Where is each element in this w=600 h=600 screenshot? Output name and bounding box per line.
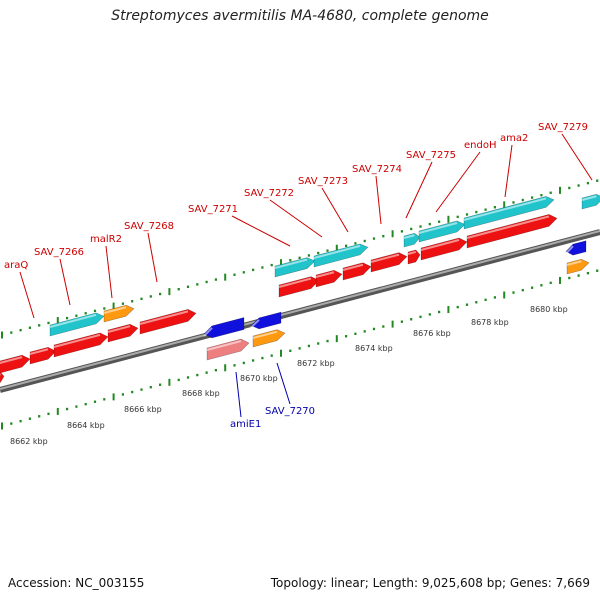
- scale-label: 8680 kbp: [530, 305, 568, 314]
- scale-label: 8678 kbp: [471, 318, 509, 327]
- lower-tick-track: [1, 269, 599, 430]
- gene-label-sav_7272: SAV_7272: [244, 188, 323, 238]
- gene-arrow-red: [342, 262, 372, 281]
- svg-text:SAV_7268: SAV_7268: [124, 221, 174, 232]
- gene-label-sav_7270: SAV_7270: [265, 362, 315, 417]
- svg-text:ama2: ama2: [500, 133, 528, 144]
- gene-arrow-red: [466, 214, 558, 249]
- svg-text:SAV_7270: SAV_7270: [265, 406, 315, 417]
- svg-text:amiE1: amiE1: [230, 419, 261, 430]
- gene-arrow-orange: [252, 329, 286, 348]
- length-value: 9,025,608 bp: [421, 576, 502, 590]
- topology-value: linear: [330, 576, 365, 590]
- gene-arrow-blue: [250, 311, 282, 330]
- gene-label-sav_7279: SAV_7279: [538, 122, 593, 181]
- gene-arrow-orange: [103, 304, 135, 323]
- scale-label: 8664 kbp: [67, 421, 105, 430]
- topology-label: Topology:: [270, 576, 327, 590]
- gene-arrow-cyan: [403, 232, 421, 248]
- gene-arrows: [0, 193, 600, 383]
- gene-arrow-blue: [565, 240, 587, 256]
- genome-title: Streptomyces avermitilis MA-4680, comple…: [111, 8, 489, 24]
- svg-text:SAV_7273: SAV_7273: [298, 176, 348, 187]
- gene-label-sav_7274: SAV_7274: [352, 164, 402, 225]
- lower-gene-labels: amiE1 SAV_7270: [230, 362, 315, 430]
- scale-label: 8674 kbp: [355, 344, 393, 353]
- gene-arrow-cyan: [581, 193, 600, 210]
- gene-arrow-red: [315, 269, 343, 288]
- gene-arrow-red: [0, 371, 5, 383]
- scale-label: 8670 kbp: [240, 374, 278, 383]
- gene-arrow-red: [0, 354, 31, 374]
- accession-label: Accession:: [8, 576, 72, 590]
- gene-arrow-red: [107, 323, 139, 343]
- gene-label-araq: araQ: [4, 260, 35, 319]
- gene-arrow-cyan: [418, 220, 466, 243]
- gene-arrow-cyan: [274, 257, 316, 278]
- svg-text:malR2: malR2: [90, 234, 122, 245]
- scale-label: 8676 kbp: [413, 329, 451, 338]
- svg-text:endoH: endoH: [464, 140, 496, 151]
- scale-label: 8666 kbp: [124, 405, 162, 414]
- gene-arrow-orange: [566, 258, 590, 275]
- accession-value: NC_003155: [75, 576, 145, 590]
- genes-label: Genes:: [509, 576, 552, 590]
- gene-label-endoh: endoH: [435, 140, 496, 213]
- upper-tick-track: [1, 179, 599, 339]
- genome-stats: Topology: linear; Length: 9,025,608 bp; …: [270, 576, 590, 590]
- scale-labels: 8662 kbp 8664 kbp 8666 kbp 8668 kbp 8670 kbp…: [10, 305, 568, 446]
- gene-label-sav_7273: SAV_7273: [298, 176, 349, 233]
- gene-label-sav_7271: SAV_7271: [188, 204, 291, 247]
- scale-label: 8662 kbp: [10, 437, 48, 446]
- gene-arrow-cyan: [49, 312, 105, 337]
- gene-label-sav_7275: SAV_7275: [405, 150, 456, 219]
- gene-label-amie1: amiE1: [230, 371, 261, 430]
- svg-text:SAV_7272: SAV_7272: [244, 188, 294, 199]
- gene-arrow-pink: [206, 338, 250, 361]
- scale-label: 8672 kbp: [297, 359, 335, 368]
- svg-text:SAV_7275: SAV_7275: [406, 150, 456, 161]
- gene-arrow-cyan: [313, 243, 369, 268]
- accession-info: Accession: NC_003155: [8, 576, 144, 590]
- gene-arrow-red: [139, 309, 197, 335]
- scale-label: 8668 kbp: [182, 389, 220, 398]
- gene-arrow-red: [420, 237, 468, 261]
- gene-arrow-red: [29, 346, 57, 365]
- backbone: [0, 229, 600, 393]
- svg-text:araQ: araQ: [4, 260, 28, 271]
- svg-text:SAV_7266: SAV_7266: [34, 247, 84, 258]
- genes-value: 7,669: [555, 576, 590, 590]
- gene-arrow-cyan: [463, 196, 555, 230]
- gene-label-sav_7268: SAV_7268: [124, 221, 174, 283]
- gene-arrow-blue: [203, 317, 245, 339]
- svg-text:SAV_7279: SAV_7279: [538, 122, 588, 133]
- length-label: Length:: [372, 576, 419, 590]
- svg-text:SAV_7271: SAV_7271: [188, 204, 238, 215]
- gene-arrow-red: [370, 252, 408, 273]
- gene-arrow-red: [278, 276, 320, 298]
- gene-label-ama2: ama2: [500, 133, 528, 198]
- svg-text:SAV_7274: SAV_7274: [352, 164, 402, 175]
- gene-label-malr2: malR2: [90, 234, 122, 299]
- gene-arrow-red: [53, 332, 109, 358]
- gene-arrow-red: [407, 249, 421, 265]
- gene-label-sav_7266: SAV_7266: [34, 247, 84, 306]
